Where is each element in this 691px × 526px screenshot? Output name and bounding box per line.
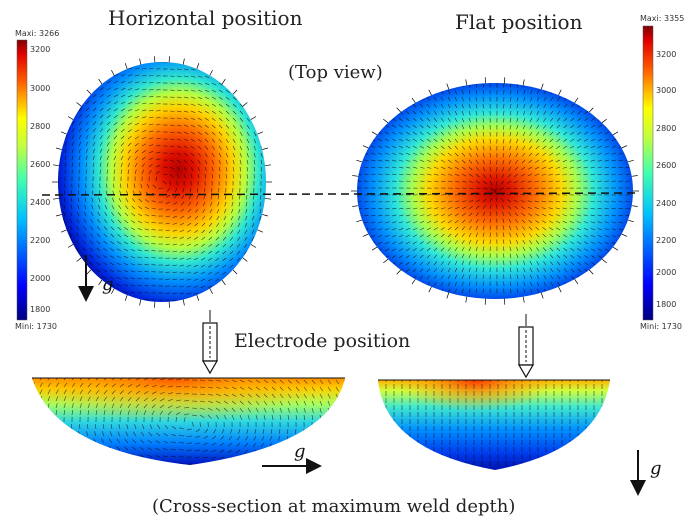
right-colorbar-tick: 2800 (656, 124, 677, 133)
left-colorbar-tick: 2600 (30, 160, 51, 169)
right-colorbar-tick: 2200 (656, 236, 677, 245)
flat-position-title: Flat position (455, 10, 583, 34)
left-colorbar-tick: 2400 (30, 198, 51, 207)
left-colorbar-min: Mini: 1730 (15, 322, 58, 331)
top-view-label: (Top view) (288, 62, 383, 83)
right-colorbar-tick: 2600 (656, 161, 677, 170)
right-colorbar-tick: 1800 (656, 300, 677, 309)
gravity-label-top-left: g (102, 274, 114, 295)
left-colorbar (16, 39, 28, 321)
left-colorbar-tick: 2000 (30, 274, 51, 283)
cross-section-flat (378, 379, 610, 470)
left-colorbar-tick: 3200 (30, 45, 51, 54)
left-colorbar-tick: 2800 (30, 122, 51, 131)
left-colorbar-tick: 1800 (30, 305, 51, 314)
right-colorbar-max: Maxi: 3355 (640, 14, 685, 23)
right-colorbar (642, 25, 654, 321)
electrode-right (517, 314, 535, 379)
gravity-label-bottom-left: g (294, 441, 306, 462)
left-colorbar-tick: 3000 (30, 84, 51, 93)
left-colorbar-max: Maxi: 3266 (15, 29, 60, 38)
right-colorbar-min: Mini: 1730 (640, 322, 683, 331)
cross-section-horizontal (32, 377, 345, 465)
left-colorbar-tick: 2200 (30, 236, 51, 245)
gravity-label-bottom-right: g (650, 458, 662, 479)
right-colorbar-tick: 2000 (656, 268, 677, 277)
electrode-position-label: Electrode position (234, 330, 411, 352)
section-line (41, 192, 641, 196)
electrode-left (201, 310, 219, 375)
right-colorbar-tick: 2400 (656, 199, 677, 208)
right-colorbar-tick: 3000 (656, 86, 677, 95)
top-view-flat-pool (351, 77, 639, 305)
horizontal-position-title: Horizontal position (108, 6, 303, 30)
right-colorbar-tick: 3200 (656, 50, 677, 59)
cross-section-caption: (Cross-section at maximum weld depth) (152, 496, 516, 517)
